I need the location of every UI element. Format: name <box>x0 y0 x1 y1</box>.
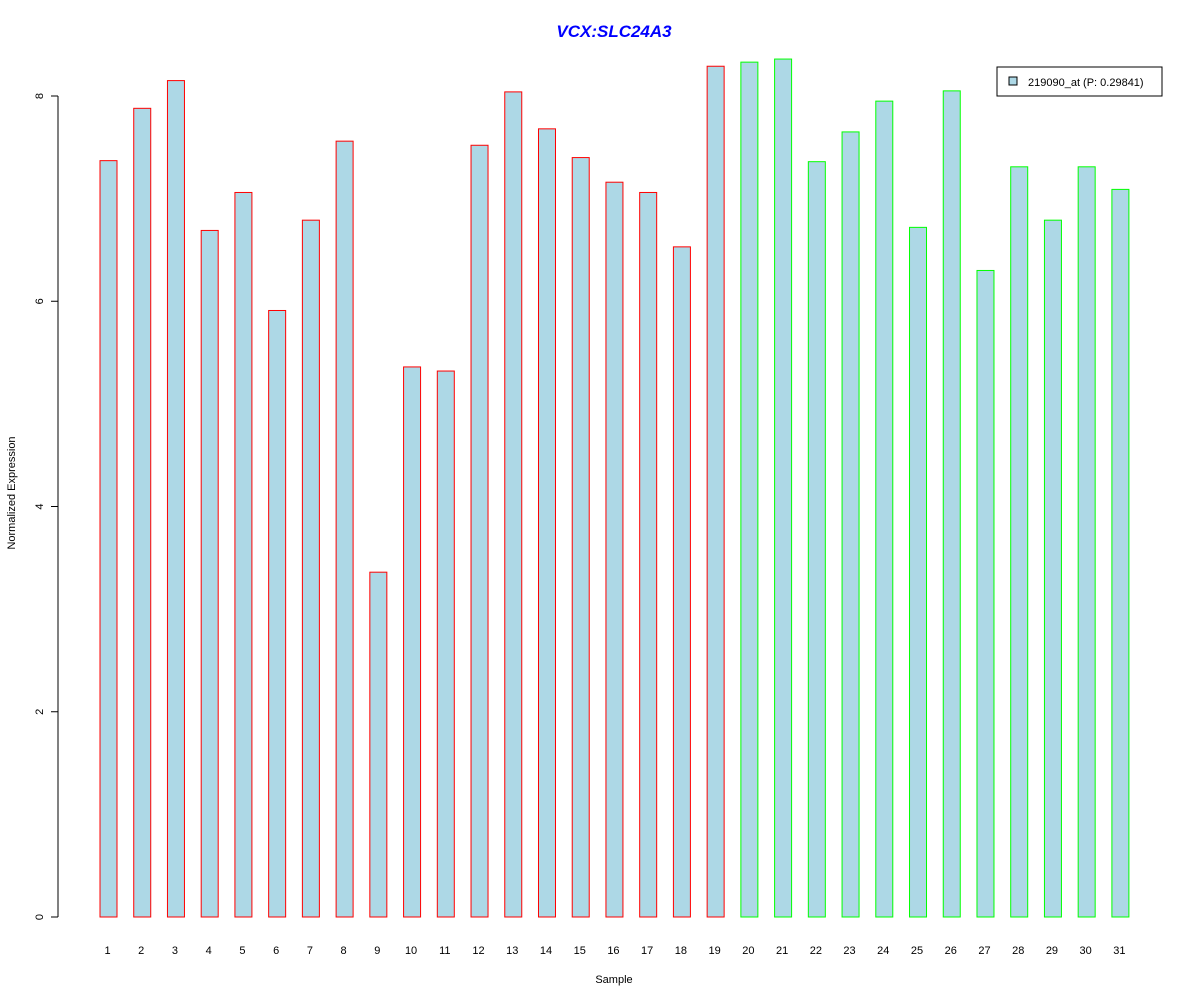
bar-sample-31 <box>1111 188 1130 918</box>
x-tick-label: 11 <box>439 945 450 957</box>
bar-sample-17 <box>639 191 658 918</box>
y-tick-label: 0 <box>34 914 46 920</box>
bar-sample-28 <box>1010 166 1029 918</box>
x-tick-label: 13 <box>506 945 518 957</box>
x-tick-label: 7 <box>307 945 313 957</box>
x-tick-label: 10 <box>405 945 417 957</box>
x-tick-label: 12 <box>472 945 484 957</box>
bar-sample-26 <box>942 90 961 918</box>
chart-title: VCX:SLC24A3 <box>556 22 672 41</box>
bar-sample-12 <box>470 144 489 918</box>
y-tick-label: 2 <box>34 709 46 715</box>
x-tick-label: 30 <box>1080 945 1092 957</box>
bar-sample-13 <box>504 91 523 918</box>
bar-sample-29 <box>1043 219 1062 918</box>
bar-sample-11 <box>436 370 455 918</box>
bar-sample-21 <box>774 58 793 918</box>
bar-sample-24 <box>875 100 894 918</box>
x-tick-label: 21 <box>776 945 788 957</box>
x-axis-label: Sample <box>595 974 632 986</box>
bar-sample-2 <box>133 107 152 918</box>
bar-sample-3 <box>166 80 185 918</box>
bar-sample-9 <box>369 571 388 918</box>
bars <box>99 58 1130 918</box>
bar-sample-27 <box>976 269 995 918</box>
bar-sample-7 <box>301 219 320 918</box>
bar-sample-20 <box>740 61 759 918</box>
bar-sample-19 <box>706 65 725 918</box>
x-tick-label: 1 <box>104 945 110 957</box>
legend: 219090_at (P: 0.29841) <box>996 66 1163 97</box>
x-tick-label: 25 <box>911 945 923 957</box>
bar-sample-10 <box>403 366 422 918</box>
x-tick-label: 15 <box>574 945 586 957</box>
bar-sample-22 <box>807 161 826 918</box>
bar-sample-6 <box>268 309 287 918</box>
x-tick-label: 3 <box>172 945 178 957</box>
bar-sample-25 <box>909 226 928 918</box>
x-tick-label: 26 <box>945 945 957 957</box>
bar-sample-16 <box>605 181 624 918</box>
y-tick-label: 4 <box>34 503 46 509</box>
x-tick-label: 6 <box>273 945 279 957</box>
x-tick-label: 22 <box>810 945 822 957</box>
x-tick-label: 4 <box>206 945 212 957</box>
x-tick-label: 28 <box>1012 945 1024 957</box>
bar-sample-5 <box>234 191 253 918</box>
x-tick-label: 24 <box>877 945 889 957</box>
bar-sample-30 <box>1077 166 1096 918</box>
bar-sample-18 <box>672 246 691 918</box>
bar-sample-14 <box>537 128 556 918</box>
y-axis-label: Normalized Expression <box>6 436 18 549</box>
x-tick-label: 14 <box>540 945 552 957</box>
bar-sample-15 <box>571 157 590 918</box>
x-tick-label: 16 <box>607 945 619 957</box>
bar-sample-4 <box>200 229 219 918</box>
x-tick-label: 31 <box>1113 945 1125 957</box>
x-tick-label: 20 <box>742 945 754 957</box>
bar-sample-8 <box>335 140 354 918</box>
x-tick-label: 18 <box>675 945 687 957</box>
x-tick-label: 29 <box>1046 945 1058 957</box>
bar-sample-23 <box>841 131 860 918</box>
x-tick-label: 17 <box>641 945 653 957</box>
x-tick-label: 8 <box>341 945 347 957</box>
bar-sample-1 <box>99 160 118 918</box>
x-tick-label: 27 <box>978 945 990 957</box>
y-tick-label: 6 <box>34 298 46 304</box>
x-tick-labels: 1 2 3 4 5 6 7 8 9 10 11 12 13 14 15 16 17 18 19 20 21 22 23 24 2… <box>104 945 1125 957</box>
y-axis: 0 2 4 6 8 <box>34 93 59 920</box>
legend-box <box>996 66 1163 97</box>
x-tick-label: 19 <box>709 945 721 957</box>
x-tick-label: 5 <box>239 945 245 957</box>
x-tick-label: 9 <box>374 945 380 957</box>
legend-swatch <box>1008 76 1018 86</box>
x-tick-label: 2 <box>138 945 144 957</box>
y-tick-label: 8 <box>34 93 46 99</box>
x-tick-label: 23 <box>843 945 855 957</box>
legend-label: 219090_at (P: 0.29841) <box>1028 77 1144 89</box>
